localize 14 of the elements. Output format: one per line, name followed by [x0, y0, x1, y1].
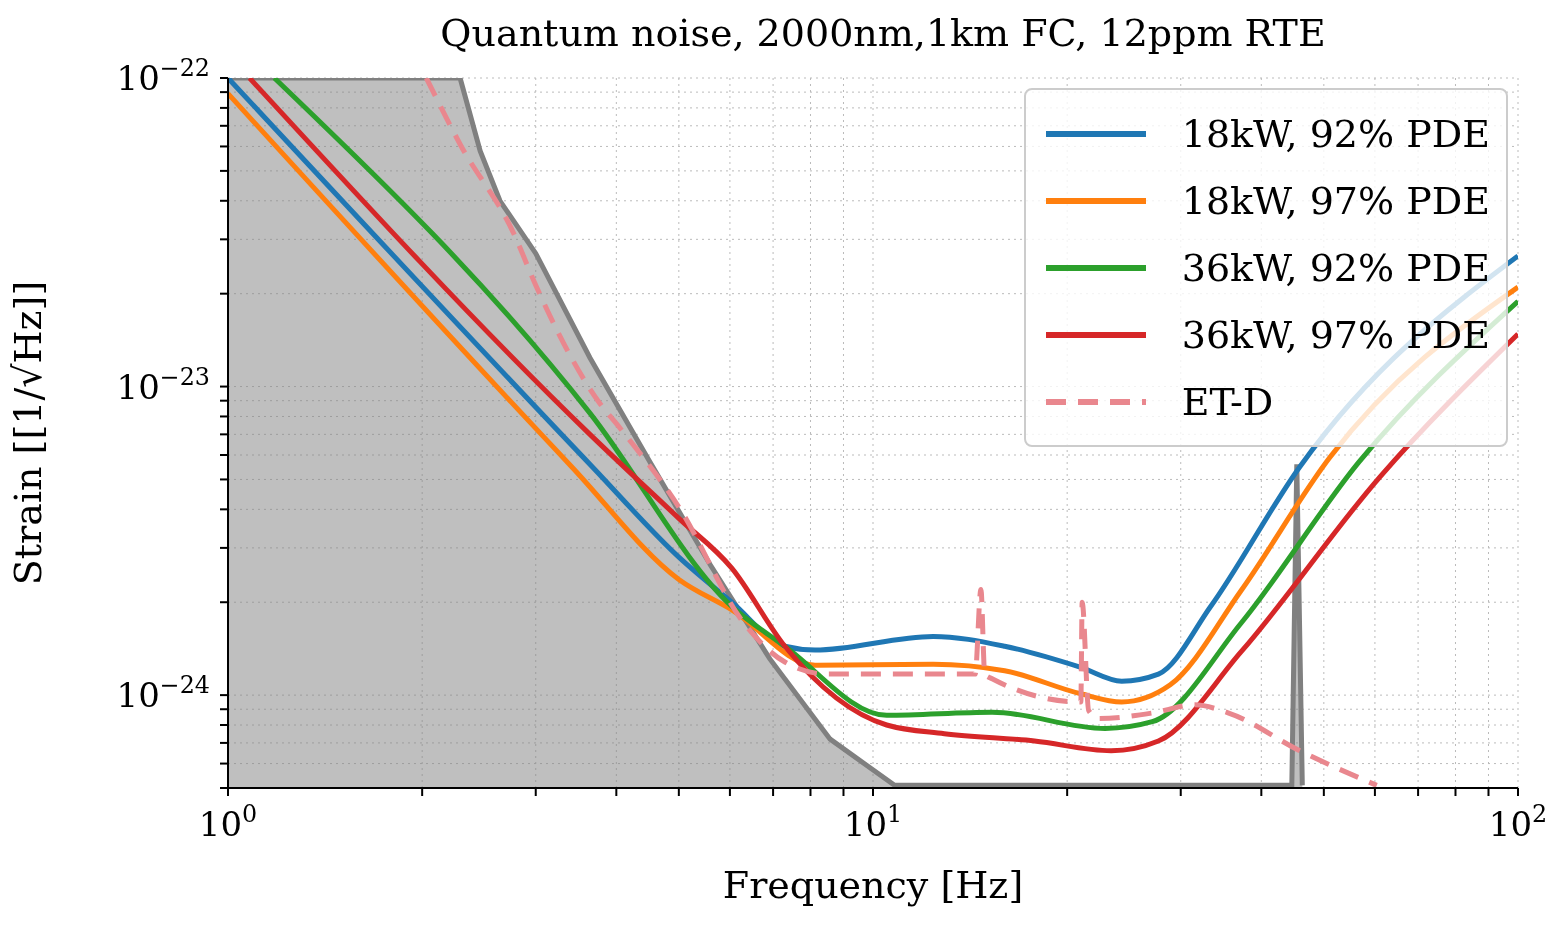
x-tick-label: 10$^{2}$ [1488, 800, 1548, 844]
legend-label: 36kW, 92% PDE [1181, 245, 1490, 290]
legend-label: ET-D [1181, 379, 1274, 424]
legend-label: 18kW, 97% PDE [1181, 178, 1490, 223]
x-axis-title: Frequency [Hz] [722, 863, 1024, 907]
y-axis-title: Strain [[1/√Hz]] [6, 280, 51, 586]
y-tick-label: 10$^{−24}$ [116, 671, 210, 716]
legend-label: 18kW, 92% PDE [1181, 111, 1490, 156]
x-tick-label: 10$^{0}$ [198, 800, 258, 844]
x-tick-label: 10$^{1}$ [843, 800, 903, 844]
y-tick-label: 10$^{−23}$ [116, 362, 210, 407]
chart-title: Quantum noise, 2000nm,1km FC, 12ppm RTE [440, 11, 1326, 55]
legend-label: 36kW, 97% PDE [1181, 312, 1490, 357]
y-tick-label: 10$^{−22}$ [116, 54, 210, 98]
